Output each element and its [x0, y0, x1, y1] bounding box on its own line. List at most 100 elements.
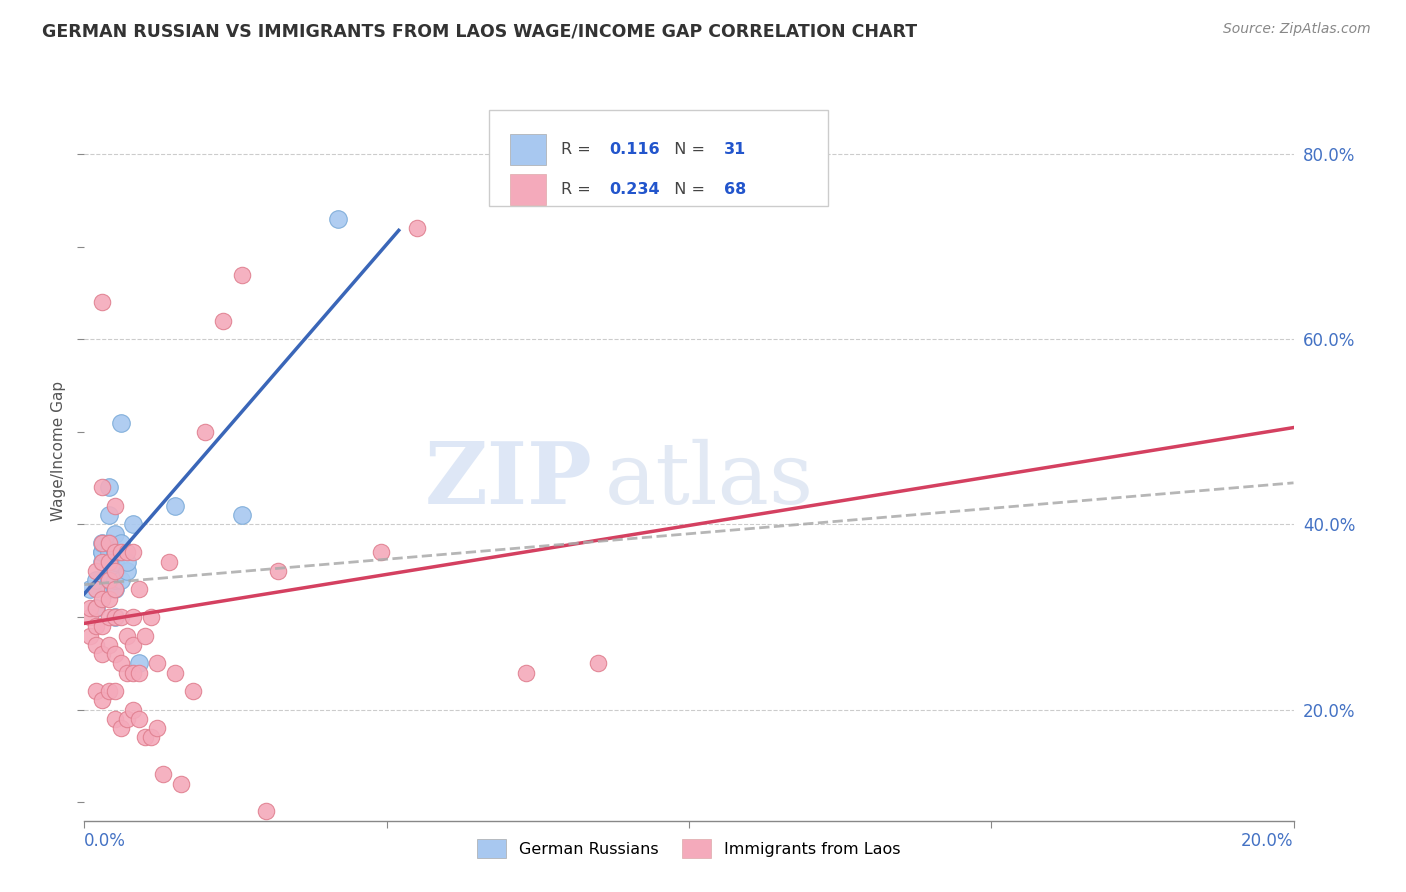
Point [97, 555, 120, 569]
Point [91, 555, 114, 569]
Point [91, 536, 114, 550]
Point [86, 684, 108, 698]
Text: 31: 31 [724, 142, 747, 157]
Text: GERMAN RUSSIAN VS IMMIGRANTS FROM LAOS WAGE/INCOME GAP CORRELATION CHART: GERMAN RUSSIAN VS IMMIGRANTS FROM LAOS W… [42, 22, 917, 40]
Point [86, 600, 108, 615]
Point [170, 776, 193, 791]
Point [110, 610, 132, 624]
Point [91, 693, 114, 707]
Point [104, 684, 127, 698]
Point [139, 731, 162, 745]
Point [328, 212, 350, 227]
FancyBboxPatch shape [489, 110, 828, 206]
Point [91, 591, 114, 606]
Text: atlas: atlas [605, 439, 814, 522]
Point [115, 665, 138, 680]
Point [91, 545, 114, 559]
Point [86, 564, 108, 578]
Point [97, 591, 120, 606]
Point [104, 526, 127, 541]
Point [194, 425, 217, 439]
Point [104, 712, 127, 726]
Point [115, 628, 138, 642]
Point [181, 684, 204, 698]
Point [104, 555, 127, 569]
Point [97, 545, 120, 559]
Point [97, 536, 120, 550]
Point [515, 665, 537, 680]
Point [97, 508, 120, 523]
Text: 0.116: 0.116 [609, 142, 659, 157]
Text: 20.0%: 20.0% [1241, 831, 1294, 850]
Point [146, 721, 169, 735]
Point [104, 582, 127, 597]
Point [115, 545, 138, 559]
Point [104, 647, 127, 661]
Point [121, 665, 143, 680]
Point [134, 628, 156, 642]
Point [121, 517, 143, 532]
Text: 0.0%: 0.0% [84, 831, 127, 850]
Point [86, 582, 108, 597]
Text: N =: N = [664, 142, 710, 157]
Point [146, 657, 169, 671]
Point [86, 619, 108, 633]
Point [231, 268, 253, 282]
Text: R =: R = [561, 182, 596, 196]
Text: ZIP: ZIP [425, 438, 592, 522]
Point [231, 508, 253, 523]
Point [121, 545, 143, 559]
Point [79, 628, 101, 642]
Legend: German Russians, Immigrants from Laos: German Russians, Immigrants from Laos [471, 832, 907, 864]
Point [104, 610, 127, 624]
Point [115, 564, 138, 578]
Text: R =: R = [561, 142, 596, 157]
Point [97, 684, 120, 698]
Point [91, 555, 114, 569]
Point [104, 499, 127, 513]
Point [110, 721, 132, 735]
Point [110, 657, 132, 671]
Point [212, 314, 235, 328]
Point [121, 638, 143, 652]
Point [110, 536, 132, 550]
Point [128, 582, 150, 597]
Point [97, 610, 120, 624]
Point [86, 573, 108, 587]
Point [588, 657, 610, 671]
Point [152, 767, 174, 781]
Point [370, 545, 392, 559]
Point [104, 564, 127, 578]
Point [91, 536, 114, 550]
Text: Source: ZipAtlas.com: Source: ZipAtlas.com [1223, 22, 1371, 37]
Point [79, 582, 101, 597]
Point [165, 665, 187, 680]
Point [104, 573, 127, 587]
Point [254, 805, 277, 819]
Point [104, 545, 127, 559]
Point [121, 610, 143, 624]
FancyBboxPatch shape [510, 174, 547, 204]
Point [121, 703, 143, 717]
Point [79, 610, 101, 624]
Point [91, 545, 114, 559]
Point [104, 564, 127, 578]
Text: 0.234: 0.234 [609, 182, 659, 196]
Point [110, 545, 132, 559]
Point [97, 555, 120, 569]
Point [165, 499, 187, 513]
Point [91, 295, 114, 310]
Point [104, 582, 127, 597]
Point [104, 610, 127, 624]
Point [128, 657, 150, 671]
Point [115, 555, 138, 569]
Point [86, 638, 108, 652]
Point [157, 555, 180, 569]
Point [97, 582, 120, 597]
Point [91, 647, 114, 661]
Point [104, 545, 127, 559]
Point [91, 619, 114, 633]
Point [115, 712, 138, 726]
Y-axis label: Wage/Income Gap: Wage/Income Gap [51, 380, 66, 521]
Point [134, 731, 156, 745]
